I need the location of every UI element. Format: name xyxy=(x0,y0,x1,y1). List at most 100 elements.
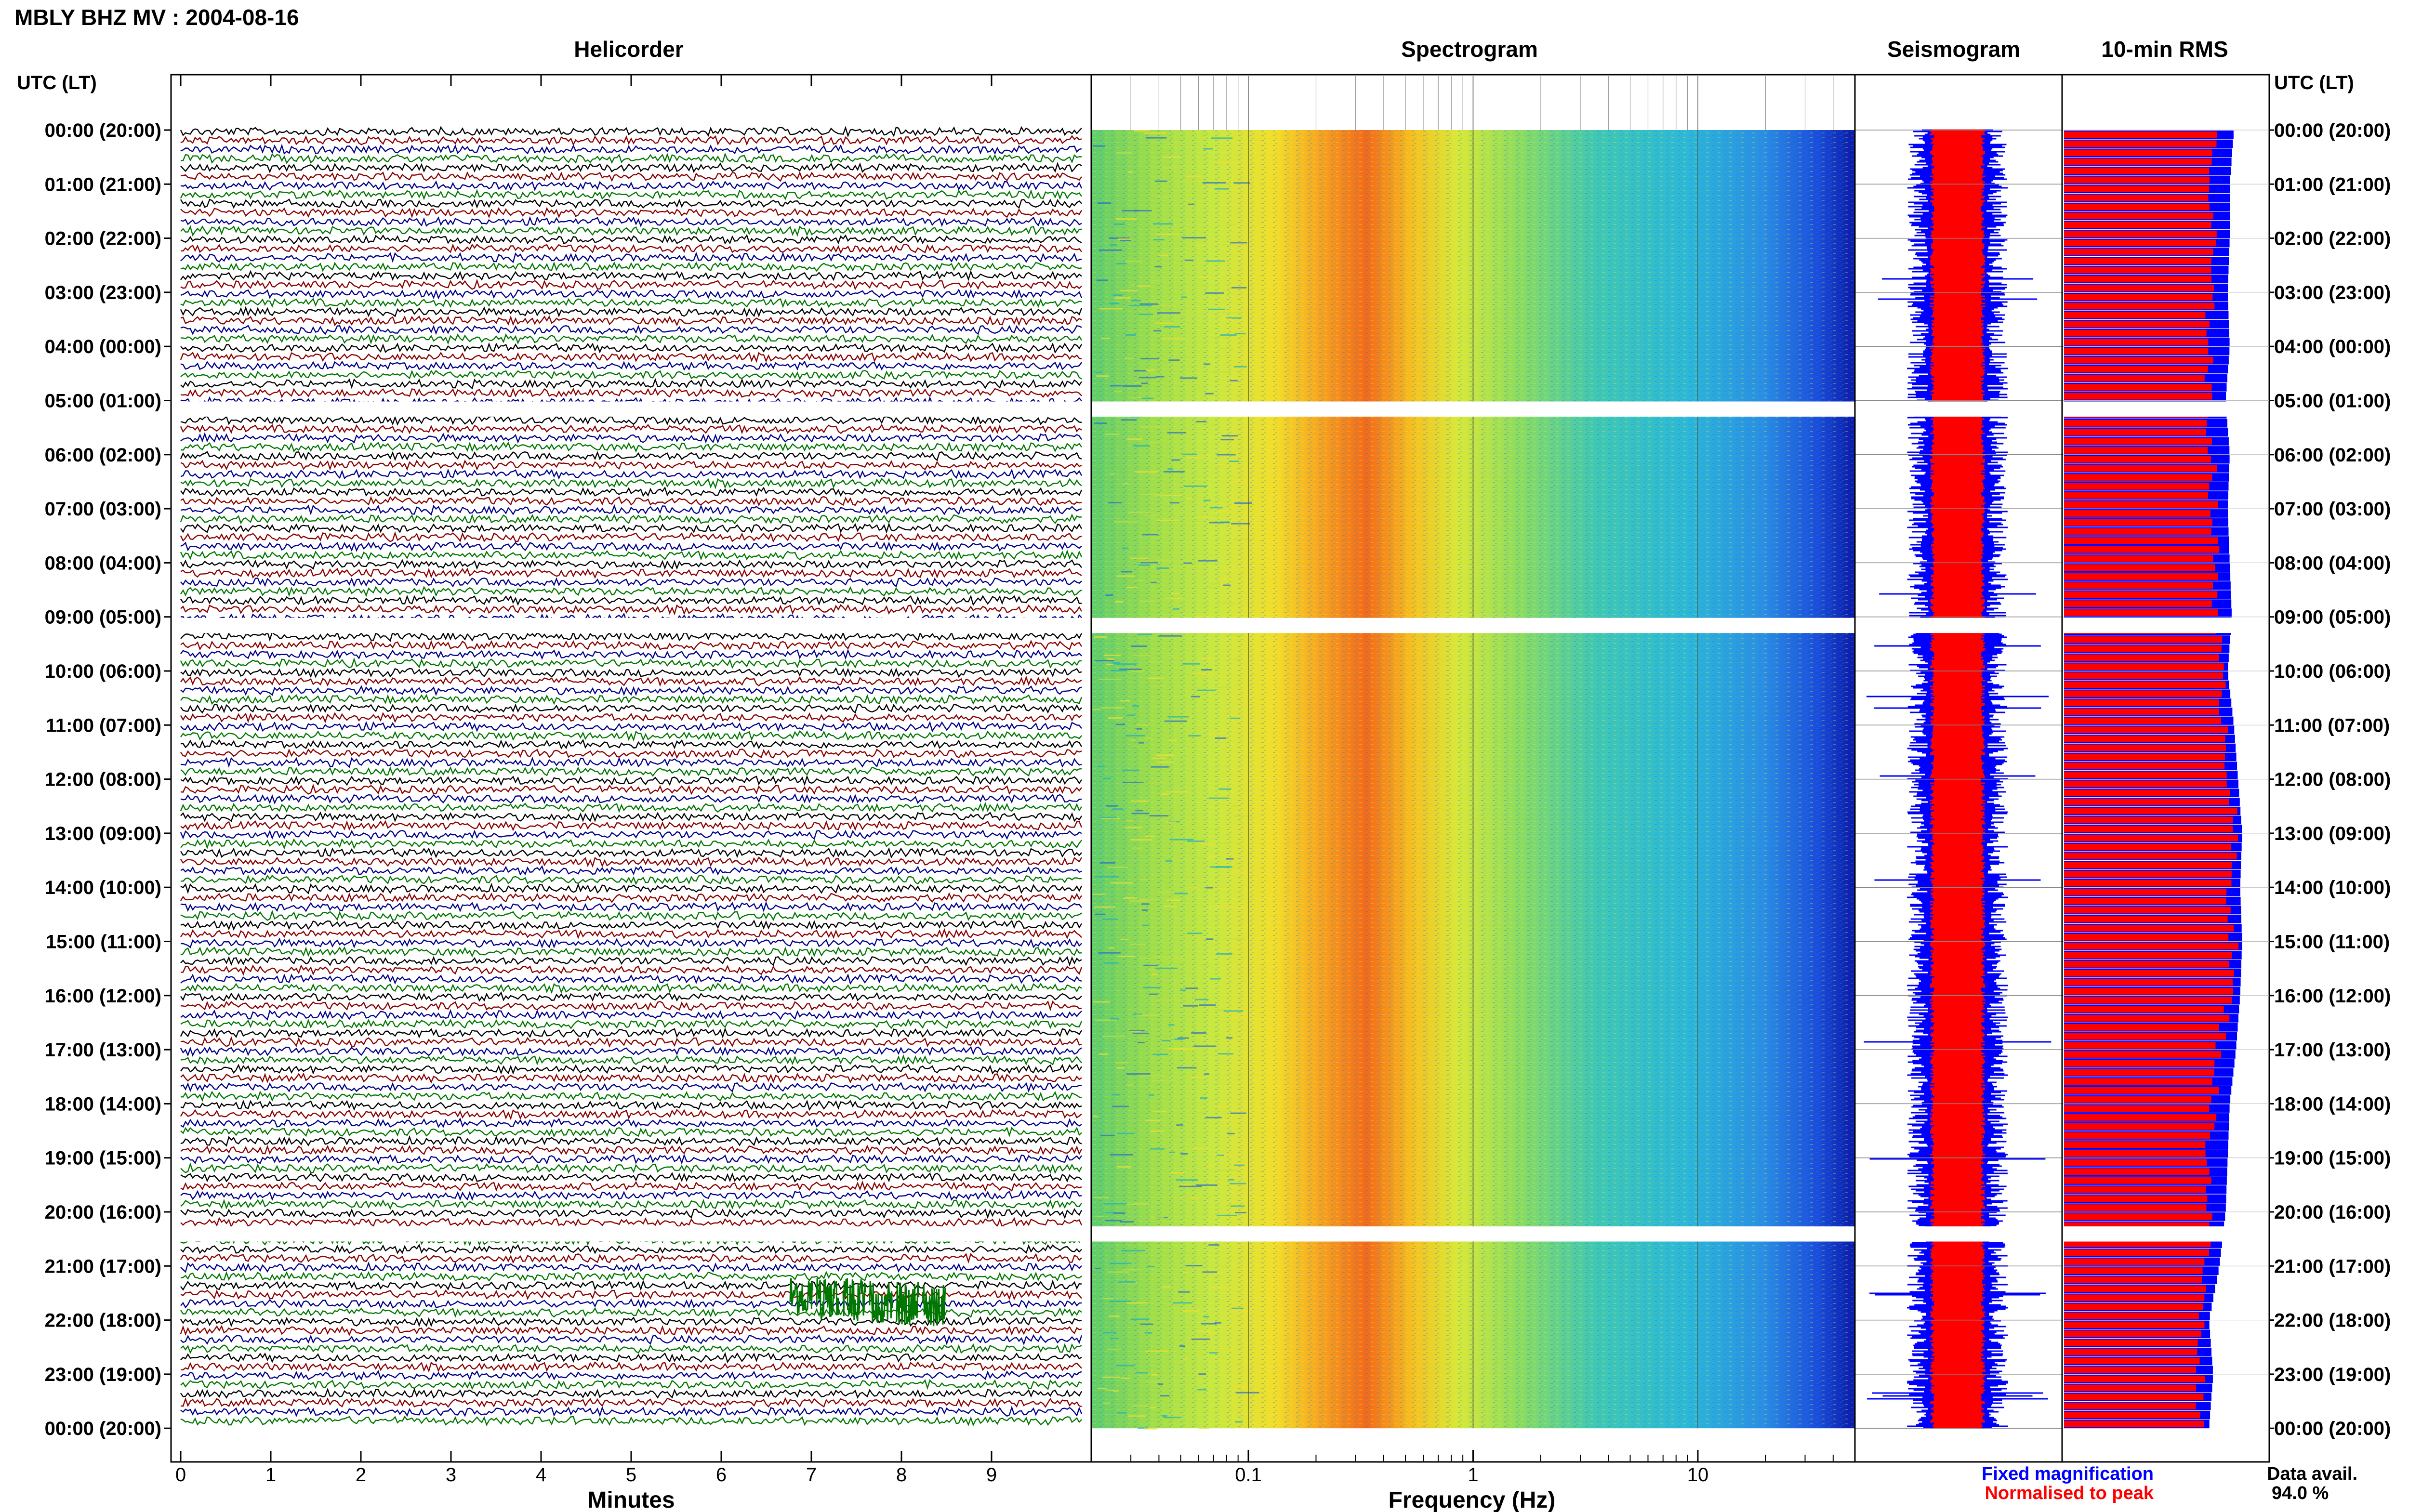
time-label-left: 07:00 (03:00) xyxy=(45,499,161,520)
spectrogram-speckle xyxy=(1150,1407,1157,1408)
spectrogram-speckle xyxy=(1160,495,1183,496)
spectrogram-speckle xyxy=(1095,1019,1117,1021)
rms-normalised-bar xyxy=(2064,195,2209,201)
spectrogram-speckle xyxy=(1194,244,1209,246)
rms-normalised-bar xyxy=(2064,429,2207,436)
spectrogram-speckle xyxy=(1103,777,1111,779)
helicorder-trace xyxy=(180,604,1083,616)
spectrogram-speckle xyxy=(1149,1094,1154,1096)
spectrogram-speckle xyxy=(1204,1073,1209,1075)
spectrogram-speckle xyxy=(1223,584,1231,586)
spectrogram-speckle xyxy=(1233,182,1250,184)
rms-normalised-bar xyxy=(2064,393,2212,400)
spectrogram-speckle xyxy=(1226,224,1235,225)
helicorder-trace xyxy=(180,928,1082,940)
helicorder-trace xyxy=(180,964,1083,976)
spectrogram-speckle xyxy=(1105,1220,1122,1222)
spectrogram-speckle xyxy=(1128,1415,1146,1417)
spectrogram-speckle xyxy=(1233,815,1252,817)
spectrogram-speckle xyxy=(1102,918,1118,920)
helicorder-trace xyxy=(180,847,1082,859)
spectrogram-speckle xyxy=(1205,587,1217,588)
spectrogram-speckle xyxy=(1141,903,1150,905)
spectrogram-speckle xyxy=(1173,1198,1197,1200)
spectrogram-speckle xyxy=(1107,1349,1121,1350)
spectrogram-speckle xyxy=(1130,944,1146,945)
spectrogram-speckle xyxy=(1182,1272,1190,1274)
spectrogram-speckle xyxy=(1146,1381,1163,1383)
spectrogram-speckle xyxy=(1112,1094,1120,1096)
spectrogram-speckle xyxy=(1162,1039,1171,1041)
spectrogram-speckle xyxy=(1184,485,1207,487)
spectrogram-speckle xyxy=(1145,515,1162,517)
rms-normalised-bar xyxy=(2064,1267,2203,1274)
spectrogram-speckle xyxy=(1213,686,1230,688)
helicorder-trace xyxy=(180,657,1082,669)
spectrogram-speckle xyxy=(1167,791,1189,793)
spectrogram-speckle xyxy=(1153,330,1161,332)
spectrogram-speckle xyxy=(1229,460,1240,462)
spectrogram-speckle xyxy=(1210,424,1217,426)
spectrogram-speckle xyxy=(1131,645,1147,647)
spectrogram-speckle xyxy=(1207,888,1227,889)
time-label-left: 23:00 (19:00) xyxy=(45,1364,161,1385)
spectrogram-speckle xyxy=(1093,1116,1099,1118)
rms-normalised-bar xyxy=(2064,816,2233,824)
spectrogram-speckle xyxy=(1150,1148,1165,1150)
spectrogram-speckle xyxy=(1178,1362,1184,1364)
rms-normalised-bar xyxy=(2064,1340,2198,1346)
spectrogram-speckle xyxy=(1205,938,1214,940)
spectrogram-speckle xyxy=(1116,152,1132,154)
helicorder-trace xyxy=(180,152,1082,164)
rms-normalised-bar xyxy=(2064,564,2215,571)
spectrogram-speckle xyxy=(1105,1211,1114,1213)
helicorder-trace xyxy=(180,730,1082,742)
rms-normalised-bar xyxy=(2064,1384,2196,1392)
rms-normalised-bar xyxy=(2064,1367,2197,1373)
time-label-left: 19:00 (15:00) xyxy=(45,1148,161,1169)
spectrogram-speckle xyxy=(1138,564,1151,566)
spectrogram-speckle xyxy=(1182,237,1206,239)
spectrogram-speckle xyxy=(1221,1266,1229,1268)
spectrogram-speckle xyxy=(1117,1412,1127,1414)
spectrogram-speckle xyxy=(1233,538,1254,540)
spectrogram-speckle xyxy=(1155,495,1165,497)
helicorder-trace xyxy=(180,712,1082,723)
rms-normalised-bar xyxy=(2064,222,2211,228)
time-label-left: 06:00 (02:00) xyxy=(45,445,161,466)
helicorder-event-burst xyxy=(842,1278,867,1321)
spectrogram-speckle xyxy=(1138,958,1151,960)
helicorder-trace xyxy=(180,278,1082,290)
helicorder-trace xyxy=(180,738,1083,749)
spectrogram-speckle xyxy=(1132,847,1143,849)
spectrogram-speckle xyxy=(1110,882,1133,884)
spectrogram-speckle xyxy=(1122,547,1129,549)
helicorder-trace xyxy=(180,1271,1082,1282)
rms-normalised-bar xyxy=(2064,663,2224,670)
helicorder-trace xyxy=(180,811,1083,823)
spectrogram-xlabel: Frequency (Hz) xyxy=(1389,1487,1556,1512)
spectrogram-speckle xyxy=(1134,579,1143,581)
spectrogram-speckle xyxy=(1122,483,1128,485)
spectrogram-speckle xyxy=(1202,674,1222,676)
rms-normalised-bar xyxy=(2064,366,2208,373)
rms-normalised-bar xyxy=(2064,1213,2212,1220)
rms-normalised-bar xyxy=(2064,681,2226,688)
spectrogram-speckle xyxy=(1099,308,1123,310)
helicorder-trace xyxy=(180,1298,1082,1309)
helicorder-trace xyxy=(180,829,1082,840)
helicorder-trace xyxy=(180,882,1083,894)
spectrogram-speckle xyxy=(1205,887,1213,889)
spectrogram-speckle xyxy=(1162,338,1185,340)
spectrogram-speckle xyxy=(1173,1048,1196,1050)
spectrogram-speckle xyxy=(1120,1221,1134,1223)
rms-normalised-bar xyxy=(2064,302,2215,310)
spectrogram-speckle xyxy=(1203,500,1211,501)
time-label-right: 21:00 (17:00) xyxy=(2274,1256,2391,1277)
spectrogram-speckle xyxy=(1209,583,1221,585)
rms-normalised-bar xyxy=(2064,654,2219,661)
spectrogram-speckle xyxy=(1166,821,1177,823)
helicorder-trace xyxy=(180,378,1082,390)
helicorder-trace xyxy=(180,865,1082,876)
rms-normalised-bar xyxy=(2064,1204,2207,1211)
